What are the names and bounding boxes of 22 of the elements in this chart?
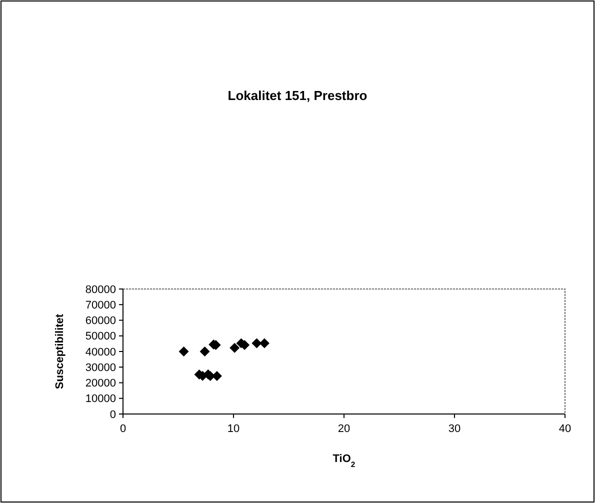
y-tick-label: 50000 xyxy=(85,330,116,343)
y-axis-title: Susceptibilitet xyxy=(54,314,66,390)
y-tick-label: 80000 xyxy=(85,284,116,296)
x-tick-label: 30 xyxy=(448,423,461,435)
y-tick-label: 10000 xyxy=(85,393,116,406)
y-tick-label: 70000 xyxy=(85,299,116,312)
y-tick-label: 20000 xyxy=(85,378,116,390)
x-tick-label: 40 xyxy=(558,423,572,435)
point xyxy=(259,338,270,348)
x-tick-label: 0 xyxy=(120,423,126,435)
x-tick-label: 10 xyxy=(227,423,240,435)
point xyxy=(252,338,262,348)
point xyxy=(230,342,240,353)
x-axis-title: TiO$_{2}$ xyxy=(332,453,356,468)
y-tick-label: 60000 xyxy=(85,315,116,328)
x-tick-label: 20 xyxy=(338,423,350,435)
point xyxy=(200,346,210,356)
y-tick-label: 0 xyxy=(110,408,116,421)
y-tick-label: 40000 xyxy=(85,346,116,358)
chart-title: Lokalitet 151, Prestbro xyxy=(228,88,368,103)
point xyxy=(178,346,189,356)
y-tick-label: 30000 xyxy=(85,362,116,374)
